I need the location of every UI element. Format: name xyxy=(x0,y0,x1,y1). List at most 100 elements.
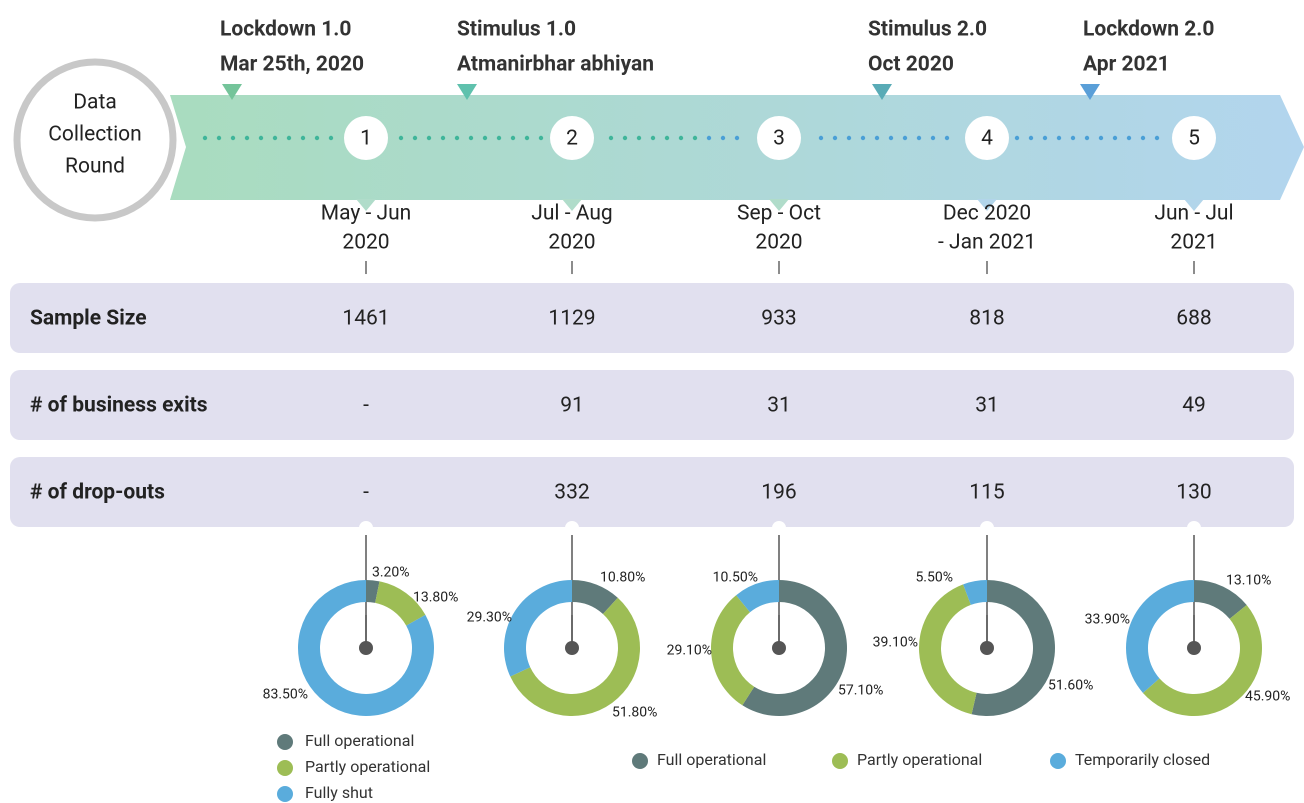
timeline-dot xyxy=(1154,135,1160,141)
legend-label: Partly operational xyxy=(857,750,982,769)
timeline-dot xyxy=(874,135,880,141)
value-label: 3.20% xyxy=(372,565,410,581)
cell-value: 196 xyxy=(761,481,796,505)
event-title: Lockdown 1.0 xyxy=(220,18,351,42)
value-label: 29.10% xyxy=(667,643,712,659)
timeline-dot xyxy=(524,135,530,141)
row-label: # of business exits xyxy=(30,394,208,418)
timeline-dot xyxy=(412,135,418,141)
timeline-dot xyxy=(930,135,936,141)
event-date: Apr 2021 xyxy=(1083,53,1170,77)
round-marker xyxy=(550,116,594,160)
circle-label: Round xyxy=(65,155,125,179)
round-marker xyxy=(1172,116,1216,160)
value-label: 5.50% xyxy=(915,570,953,586)
timeline-dot xyxy=(538,135,544,141)
value-label: 57.10% xyxy=(838,683,883,699)
cell-value: 49 xyxy=(1182,394,1206,418)
timeline-dot xyxy=(496,135,502,141)
row-label: Sample Size xyxy=(30,307,147,331)
timeline-dot xyxy=(454,135,460,141)
legend-swatch xyxy=(277,760,293,776)
timeline-dot xyxy=(1112,135,1118,141)
round-number: 3 xyxy=(773,127,785,151)
timeline-dot xyxy=(1042,135,1048,141)
timeline-dot xyxy=(902,135,908,141)
center-dot xyxy=(1187,641,1201,655)
value-label: 39.10% xyxy=(873,635,918,651)
timeline-dot xyxy=(468,135,474,141)
timeline-dot xyxy=(1126,135,1132,141)
connector-dot xyxy=(359,521,373,535)
value-label: 51.80% xyxy=(612,705,657,721)
donut-segment xyxy=(1126,580,1194,693)
center-dot xyxy=(359,641,373,655)
timeline-dot xyxy=(314,135,320,141)
connector-dot xyxy=(1187,521,1201,535)
legend-swatch xyxy=(277,734,293,750)
round-number: 5 xyxy=(1188,127,1200,151)
timeline-dot xyxy=(216,135,222,141)
cell-value: 1461 xyxy=(342,307,389,331)
event-date: Mar 25th, 2020 xyxy=(220,53,364,77)
event-title: Lockdown 2.0 xyxy=(1083,18,1214,42)
value-label: 10.50% xyxy=(713,570,758,586)
timeline-dot xyxy=(286,135,292,141)
connector-dot xyxy=(565,521,579,535)
event-date: Atmanirbhar abhiyan xyxy=(457,53,654,77)
cell-value: 91 xyxy=(560,394,584,418)
legend-swatch xyxy=(277,786,293,802)
timeline-dot xyxy=(678,135,684,141)
round-marker xyxy=(757,116,801,160)
timeline-dot xyxy=(1028,135,1034,141)
cell-value: 1129 xyxy=(548,307,595,331)
round-period: 2021 xyxy=(1170,231,1217,255)
donut-segment xyxy=(375,581,426,626)
event-marker xyxy=(1080,84,1100,100)
legend-label: Fully shut xyxy=(305,783,373,802)
legend-label: Partly operational xyxy=(305,757,430,776)
circle-label: Collection xyxy=(48,123,142,147)
donut-segment xyxy=(510,597,641,717)
round-marker xyxy=(965,116,1009,160)
event-title: Stimulus 2.0 xyxy=(868,18,987,42)
event-marker xyxy=(872,84,892,100)
timeline-dot xyxy=(664,135,670,141)
timeline-dot xyxy=(888,135,894,141)
timeline-dot xyxy=(258,135,264,141)
event-title: Stimulus 1.0 xyxy=(457,18,576,42)
table-row xyxy=(10,457,1294,527)
event-date: Oct 2020 xyxy=(868,53,954,77)
value-label: 13.80% xyxy=(413,590,458,606)
timeline-dot xyxy=(426,135,432,141)
round-pointer xyxy=(769,199,789,211)
value-label: 83.50% xyxy=(263,687,308,703)
timeline-dot xyxy=(860,135,866,141)
round-pointer xyxy=(1184,199,1204,211)
round-period: 2020 xyxy=(342,231,389,255)
timeline-dot xyxy=(1140,135,1146,141)
timeline-dot xyxy=(1056,135,1062,141)
timeline-dot xyxy=(1014,135,1020,141)
round-circle xyxy=(13,58,177,222)
timeline-dot xyxy=(818,135,824,141)
timeline-dot xyxy=(300,135,306,141)
timeline-dot xyxy=(1084,135,1090,141)
donut-segment xyxy=(736,580,779,613)
timeline-dot xyxy=(650,135,656,141)
round-period: Jul - Aug xyxy=(531,202,612,226)
timeline-dot xyxy=(706,135,712,141)
value-label: 10.80% xyxy=(600,570,645,586)
timeline-dot xyxy=(832,135,838,141)
cell-value: 688 xyxy=(1176,307,1211,331)
round-period: 2020 xyxy=(755,231,802,255)
event-marker xyxy=(222,84,242,100)
timeline-dot xyxy=(440,135,446,141)
cell-value: 818 xyxy=(969,307,1004,331)
timeline-dot xyxy=(510,135,516,141)
timeline-dot xyxy=(244,135,250,141)
value-label: 45.90% xyxy=(1245,689,1290,705)
legend-swatch xyxy=(832,753,848,769)
donut-segment xyxy=(1142,604,1263,717)
round-number: 1 xyxy=(360,127,372,151)
